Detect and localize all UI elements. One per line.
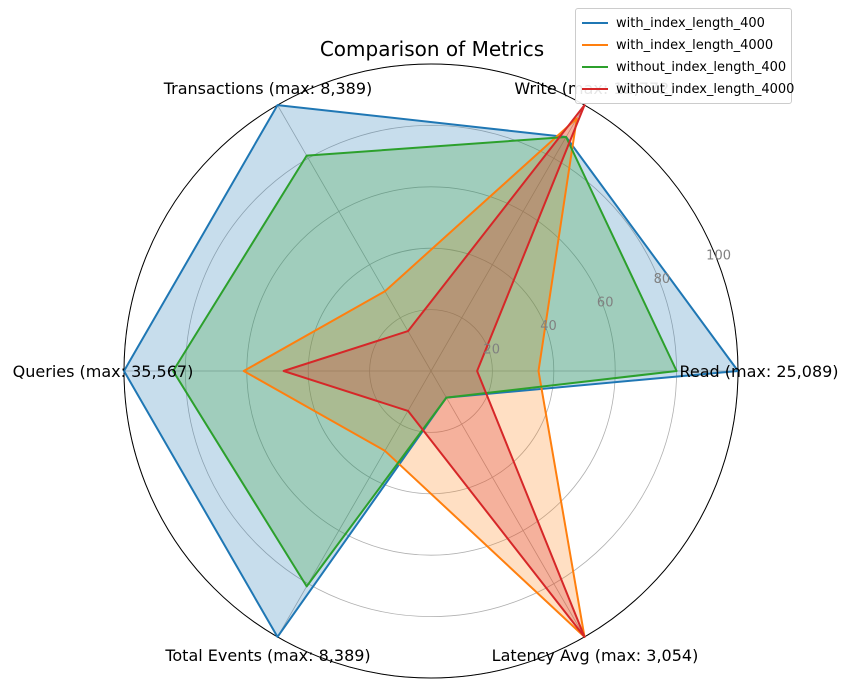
legend-item: without_index_length_400	[582, 56, 787, 78]
spoke-line	[277, 370, 432, 638]
spoke-line	[430, 370, 585, 638]
axis-label: Queries (max: 35,567)	[13, 362, 194, 381]
spoke-line	[430, 104, 585, 372]
spoke-line	[277, 104, 432, 372]
tick-label: 80	[654, 272, 671, 287]
axis-label: Read (max: 25,089)	[679, 362, 838, 381]
legend-swatch	[582, 44, 608, 46]
series-layer	[123, 104, 739, 638]
legend-label: without_index_length_400	[616, 59, 787, 75]
legend-label: without_index_length_4000	[616, 81, 795, 97]
axis-label: Latency Avg (max: 3,054)	[492, 646, 699, 665]
legend-item: without_index_length_4000	[582, 78, 794, 100]
legend-swatch	[582, 66, 608, 68]
tick-label: 60	[597, 296, 614, 311]
legend-label: with_index_length_4000	[616, 37, 774, 53]
series-fill-with_index_length_400	[124, 105, 738, 637]
tick-label: 100	[706, 249, 731, 264]
series-fill-with_index_length_4000	[243, 118, 585, 637]
axis-label: Total Events (max: 8,389)	[164, 646, 370, 665]
legend: with_index_length_400 with_index_length_4…	[575, 8, 794, 104]
axis-label: Transactions (max: 8,389)	[163, 79, 373, 98]
series-line-without_index_length_4000	[282, 104, 586, 638]
legend-swatch	[582, 22, 608, 24]
tick-label: 20	[483, 343, 500, 358]
radial-ticks: 20 40 60 80 100	[483, 249, 731, 358]
series-fill-without_index_length_400	[173, 137, 677, 587]
legend-label: with_index_length_400	[616, 15, 765, 31]
legend-swatch	[582, 88, 608, 90]
legend-item: with_index_length_400	[582, 12, 785, 34]
grid-circle	[246, 186, 616, 556]
series-line-without_index_length_400	[172, 136, 678, 588]
grid-circle	[369, 309, 493, 433]
tick-label: 40	[540, 319, 557, 334]
chart-title: Comparison of Metrics	[320, 37, 544, 61]
legend-item: with_index_length_4000	[582, 34, 785, 56]
series-fill-without_index_length_4000	[283, 105, 585, 637]
